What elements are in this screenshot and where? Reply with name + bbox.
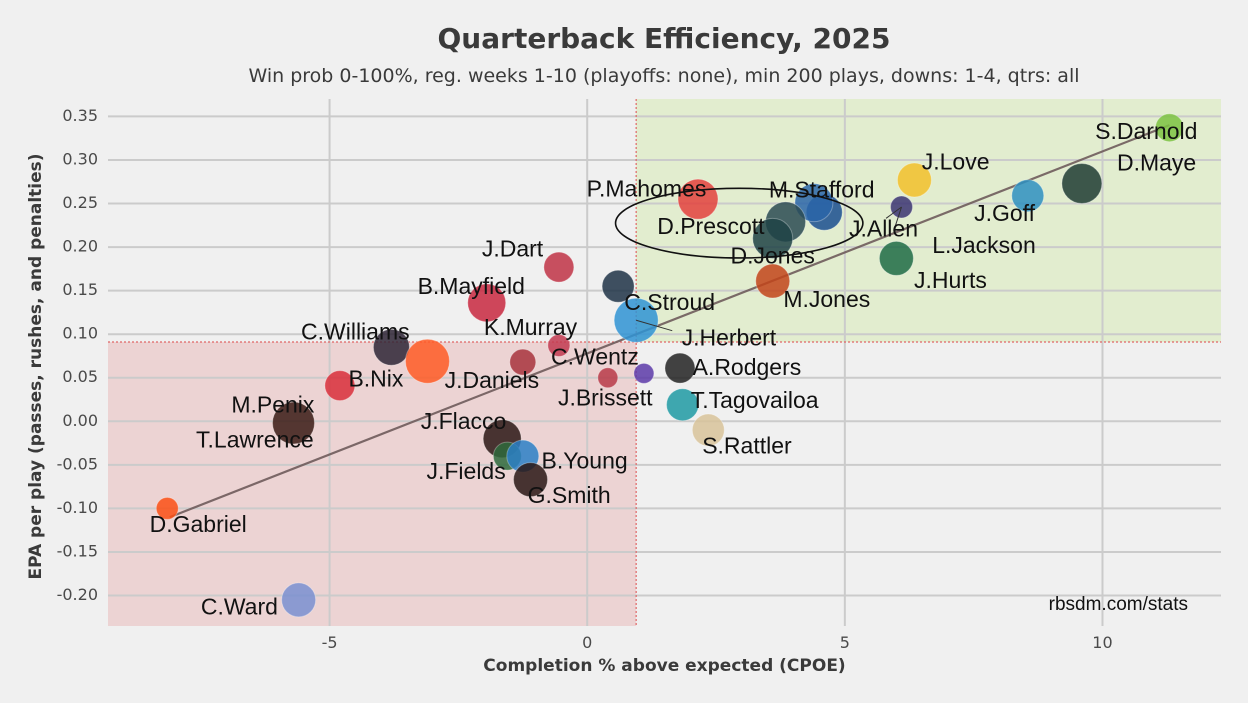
data-point xyxy=(404,338,450,384)
data-point xyxy=(281,582,317,618)
y-tick-label: 0.20 xyxy=(62,237,98,256)
data-point xyxy=(372,328,410,366)
y-tick-label: 0.00 xyxy=(62,411,98,430)
point-label: J.Goff xyxy=(974,200,1036,226)
point-label: D.Maye xyxy=(1117,149,1196,175)
data-point xyxy=(666,388,700,422)
point-labels: S.Darnold D.Maye J.Love J.Goff L.Jackson J.Al… xyxy=(150,118,1198,620)
point-label: J.Herbert xyxy=(682,324,777,350)
data-point xyxy=(272,401,315,445)
data-point xyxy=(155,496,179,520)
point-label: C.Wentz xyxy=(551,344,639,370)
y-axis-label: EPA per play (passes, rushes, and penalt… xyxy=(26,153,46,579)
data-point xyxy=(547,334,571,358)
chart-subtitle: Win prob 0-100%, reg. weeks 1-10 (playof… xyxy=(248,65,1079,87)
point-label: J.Allen xyxy=(849,216,918,242)
x-tick-label: 5 xyxy=(840,633,850,652)
y-tick-label: 0.05 xyxy=(62,367,98,386)
point-label: D.Gabriel xyxy=(150,511,247,537)
data-point xyxy=(878,240,914,276)
data-point xyxy=(691,413,725,447)
point-label: J.Love xyxy=(922,149,990,175)
label-leader-line xyxy=(893,206,903,231)
y-tick-label: -0.20 xyxy=(57,585,98,604)
point-label: T.Lawrence xyxy=(196,426,314,452)
point-label: G.Smith xyxy=(528,482,611,508)
chart-title: Quarterback Efficiency, 2025 xyxy=(438,22,891,55)
point-label: J.Hurts xyxy=(914,267,987,293)
data-point xyxy=(509,348,537,376)
point-label: D.Jones xyxy=(731,243,815,269)
point-label: A.Rodgers xyxy=(693,354,802,380)
x-axis-label: Completion % above expected (CPOE) xyxy=(483,656,845,676)
source-watermark: rbsdm.com/stats xyxy=(1049,594,1188,615)
point-label: L.Jackson xyxy=(932,232,1036,258)
point-label: P.Mahomes xyxy=(587,176,707,202)
data-point xyxy=(601,269,635,303)
point-label: J.Dart xyxy=(482,236,544,262)
y-tick-label: -0.10 xyxy=(57,498,98,517)
point-label: J.Fields xyxy=(426,458,505,484)
data-point xyxy=(755,263,791,299)
label-leader-line xyxy=(636,319,673,332)
trend-line xyxy=(169,124,1170,519)
point-label: C.Ward xyxy=(201,594,278,620)
data-points xyxy=(155,113,1184,618)
y-tick-label: 0.30 xyxy=(62,149,98,168)
y-tick-label: -0.15 xyxy=(57,541,98,560)
data-point xyxy=(324,370,356,402)
data-point xyxy=(633,362,655,384)
point-label: C.Williams xyxy=(301,318,410,344)
point-label: B.Nix xyxy=(348,365,403,391)
point-label: J.Daniels xyxy=(445,367,540,393)
quadrant-bad-shading xyxy=(108,342,637,626)
point-label: J.Flacco xyxy=(421,408,507,434)
y-tick-label: -0.05 xyxy=(57,454,98,473)
y-tick-label: 0.15 xyxy=(62,280,98,299)
x-tick-label: -5 xyxy=(322,633,338,652)
x-tick-label: 0 xyxy=(582,633,592,652)
point-label: S.Darnold xyxy=(1095,118,1197,144)
data-point xyxy=(513,462,549,498)
point-label: B.Young xyxy=(542,447,628,473)
point-label: M.Jones xyxy=(783,286,870,312)
data-point xyxy=(467,283,507,323)
point-label: T.Tagovailoa xyxy=(691,387,819,413)
highlight-ellipse xyxy=(614,187,864,259)
point-label: K.Murray xyxy=(484,314,578,340)
data-point xyxy=(1154,113,1184,143)
y-tick-label: 0.25 xyxy=(62,193,98,212)
point-label: M.Stafford xyxy=(769,176,875,202)
point-label: B.Mayfield xyxy=(418,273,525,299)
label-leader-line xyxy=(885,206,902,219)
data-point xyxy=(752,217,794,259)
data-point xyxy=(664,352,696,384)
y-tick-label: 0.35 xyxy=(62,106,98,125)
point-label: C.Stroud xyxy=(624,289,715,315)
point-label: J.Brissett xyxy=(558,385,653,411)
data-point xyxy=(1061,162,1103,204)
point-label: D.Prescott xyxy=(657,213,765,239)
data-point xyxy=(597,367,619,389)
data-point xyxy=(1011,179,1045,213)
data-point xyxy=(896,162,932,198)
x-tick-label: 10 xyxy=(1092,633,1112,652)
point-label: S.Rattler xyxy=(702,433,792,459)
data-point xyxy=(543,251,575,283)
y-tick-label: 0.10 xyxy=(62,324,98,343)
point-label: M.Penix xyxy=(231,392,315,418)
grid-lines xyxy=(108,99,1221,626)
